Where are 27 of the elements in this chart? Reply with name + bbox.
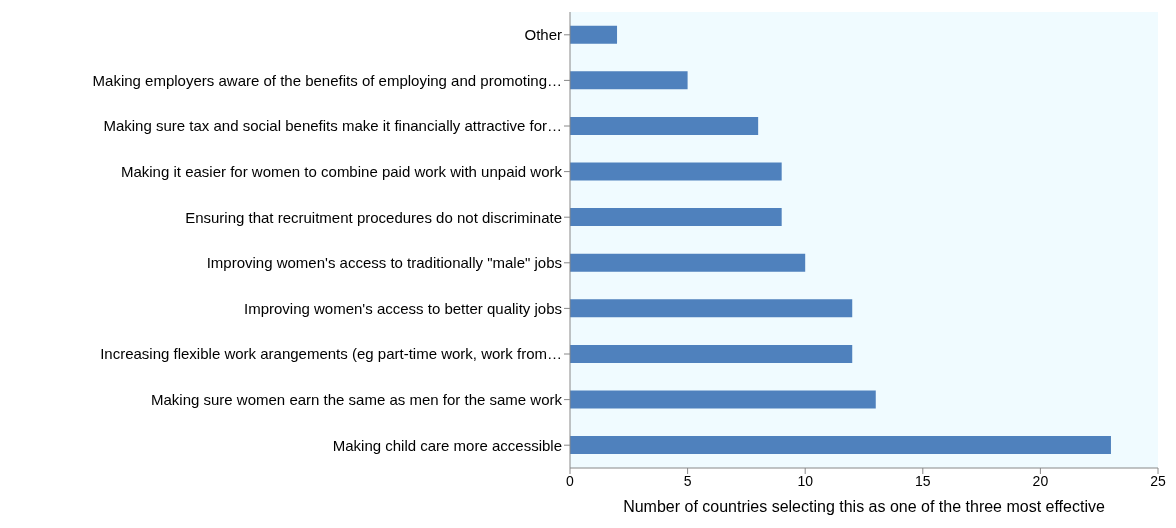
y-tick-label: Increasing flexible work arangements (eg part-time work, work from… <box>100 345 562 363</box>
x-tick-label: 20 <box>1032 472 1049 489</box>
x-axis-title: Number of countries selecting this as one of the three most effective <box>623 498 1105 515</box>
y-tick-label: Making child care more accessible <box>332 436 562 454</box>
bar <box>570 344 853 363</box>
y-tick-label: Making sure tax and social benefits make it financially attractive for… <box>103 117 562 135</box>
bar <box>570 299 853 318</box>
bar <box>570 71 688 90</box>
y-tick-label: Making employers aware of the benefits of employing and promoting… <box>92 71 562 89</box>
bar <box>570 208 782 227</box>
bar <box>570 116 759 135</box>
bar <box>570 390 876 409</box>
bar <box>570 436 1111 455</box>
bar <box>570 25 618 44</box>
y-tick-label: Making sure women earn the same as men for the same work <box>150 390 563 408</box>
x-tick-label: 10 <box>797 472 814 489</box>
y-tick-label: Ensuring that recruitment procedures do not discriminate <box>185 208 562 226</box>
x-tick-label: 15 <box>915 472 931 489</box>
bar <box>570 253 806 272</box>
y-tick-label: Improving women's access to better quality jobs <box>243 299 562 317</box>
x-tick-label: 0 <box>566 472 575 489</box>
y-tick-label: Improving women's access to traditionally "male" jobs <box>206 254 562 272</box>
y-tick-label: Making it easier for women to combine paid work with unpaid work <box>120 162 563 180</box>
x-tick-label: 25 <box>1150 472 1166 489</box>
x-tick-label: 5 <box>683 472 692 489</box>
bar <box>570 162 782 181</box>
y-tick-label: Other <box>524 26 562 44</box>
